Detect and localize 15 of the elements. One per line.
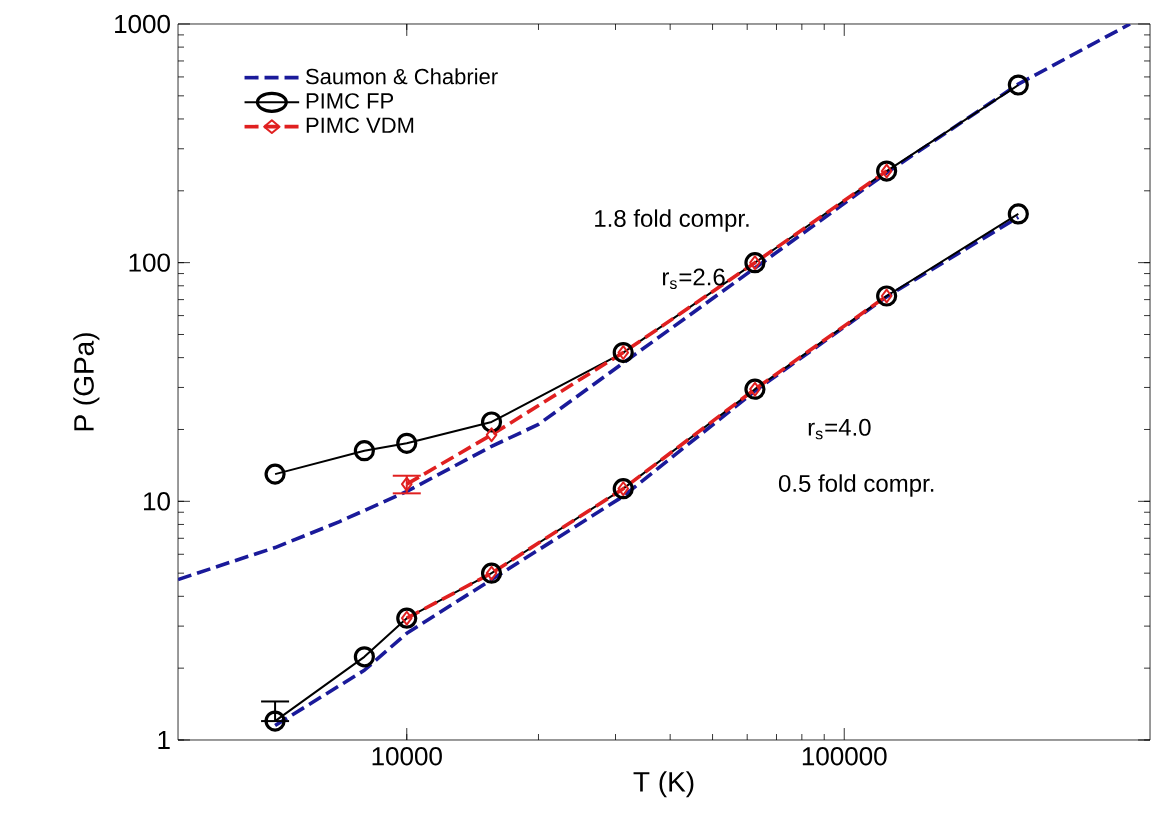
y-tick-label: 10	[144, 492, 170, 511]
legend-label: PIMC VDM	[306, 117, 414, 134]
annotation: r$_{s}$=2.6	[662, 268, 725, 289]
y-tick-label: 100	[129, 253, 170, 272]
x-tick-label: 100000	[802, 747, 887, 766]
x-tick-label: 10000	[372, 747, 442, 766]
y-tick-label: 1000	[115, 14, 170, 34]
y-tick-label: 1	[158, 731, 170, 749]
annotation: r$_{s}$=4.0	[808, 418, 871, 440]
annotation: 0.5 fold compr.	[778, 474, 934, 497]
legend-label: Saumon & Chabrier	[305, 68, 498, 85]
x-axis-title: T (K)	[633, 771, 694, 798]
legend-label: PIMC FP	[306, 93, 394, 109]
y-axis-title: P (GPa)	[73, 333, 100, 431]
annotation: 1.8 fold compr.	[595, 209, 749, 232]
